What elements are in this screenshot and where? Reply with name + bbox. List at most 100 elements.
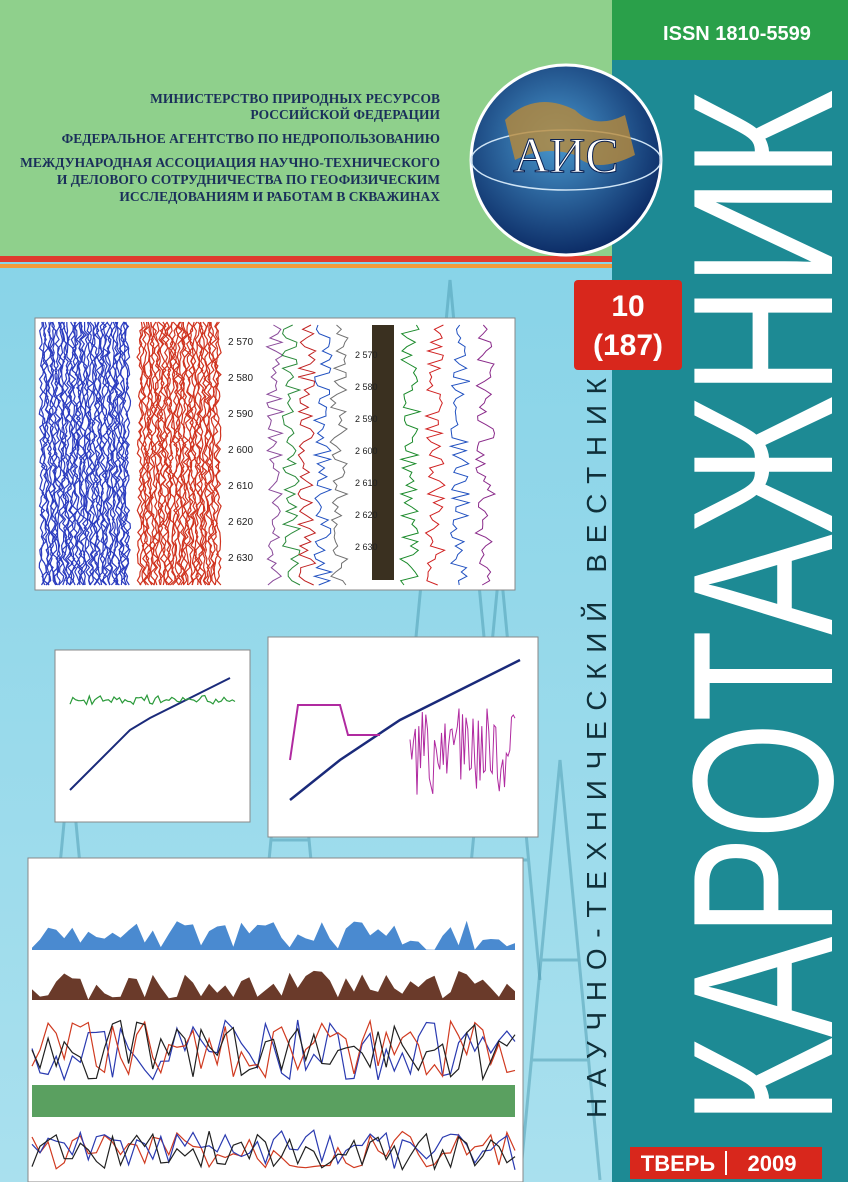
organizations: МИНИСТЕРСТВО ПРИРОДНЫХ РЕСУРСОВ РОССИЙСК…: [20, 91, 440, 204]
chart-curve: [289, 704, 380, 761]
seismic-trace: [77, 321, 86, 586]
profile-area: [32, 970, 515, 1000]
profile-curve: [31, 1018, 516, 1079]
magazine-title: КАРОТАЖНИК: [652, 90, 848, 1125]
seismic-trace: [47, 321, 55, 586]
depth-label: 2 600: [228, 445, 253, 456]
tower: [518, 759, 602, 1181]
profile-panel: [27, 857, 524, 1182]
seismic-trace: [75, 321, 84, 586]
depth-label: 2 610: [228, 481, 253, 492]
seismic-trace: [212, 321, 220, 586]
seismic-trace: [166, 321, 174, 586]
issue-total: (187): [593, 329, 663, 362]
org-line: МЕЖДУНАРОДНАЯ АССОЦИАЦИЯ НАУЧНО-ТЕХНИЧЕС…: [20, 155, 440, 170]
log-curve: [448, 324, 471, 586]
seismic-trace: [115, 321, 123, 586]
seismic-trace: [93, 321, 101, 586]
seismic-trace: [205, 321, 213, 586]
seismic-trace: [191, 321, 199, 586]
seismic-trace: [143, 321, 151, 586]
chart-curve: [289, 658, 521, 801]
depth-label: 2 610: [355, 478, 378, 488]
seismic-trace: [164, 321, 172, 586]
footer-city: ТВЕРЬ: [641, 1151, 716, 1176]
profile-curve: [31, 1019, 516, 1082]
depth-label: 2 620: [228, 517, 253, 528]
profile-curve: [31, 1129, 516, 1170]
depth-label: 2 620: [355, 510, 378, 520]
seismic-trace: [182, 322, 190, 586]
seismic-trace: [157, 321, 165, 586]
log-curve: [312, 324, 334, 586]
log-curve: [424, 324, 446, 586]
orange-stripe: [0, 264, 612, 268]
seismic-trace: [180, 321, 188, 586]
org-line: РОССИЙСКОЙ ФЕДЕРАЦИИ: [250, 107, 440, 122]
issue-box: [574, 280, 682, 370]
depth-label: 2 630: [355, 542, 378, 552]
figures: 2 570 2 580 2 590 2 600 2 610 2 620 2 630 2 570…: [27, 317, 539, 1182]
seismic-trace: [111, 322, 119, 586]
org-line: ИССЛЕДОВАНИЯМ И РАБОТАМ В СКВАЖИНАХ: [119, 189, 440, 204]
core-column: [372, 325, 394, 580]
depth-label: 2 570: [355, 350, 378, 360]
issue-number: 10: [611, 290, 644, 323]
seismic-trace: [102, 321, 110, 586]
seismic-trace: [198, 321, 206, 586]
depth-label: 2 580: [355, 382, 378, 392]
depth-label: 2 630: [228, 553, 253, 564]
red-stripe: [0, 256, 612, 262]
seismic-trace: [138, 321, 146, 586]
seismic-trace: [44, 321, 53, 586]
chart-curve: [69, 677, 231, 791]
seismic-trace: [60, 321, 68, 586]
logo-text: АИС: [513, 127, 619, 183]
log-curve: [474, 324, 497, 586]
depth-label: 2 600: [355, 446, 378, 456]
log-curve: [281, 324, 302, 586]
seismic-trace: [141, 321, 149, 586]
log-curve: [296, 324, 317, 586]
profile-curve: [31, 1131, 516, 1172]
chart-curve: [409, 708, 516, 795]
issn: ISSN 1810-5599: [663, 23, 811, 45]
seismic-trace: [121, 321, 130, 586]
footer-year: 2009: [748, 1151, 797, 1176]
seismic-trace: [207, 321, 215, 586]
log-curve: [265, 324, 285, 586]
seismic-trace: [99, 321, 108, 586]
profile-curve: [31, 1019, 516, 1082]
seismic-trace: [124, 321, 132, 586]
chart-panel: [54, 649, 251, 823]
seismic-trace: [214, 321, 222, 586]
seismic-trace: [64, 321, 73, 586]
org-line: МИНИСТЕРСТВО ПРИРОДНЫХ РЕСУРСОВ: [150, 91, 440, 106]
seismic-trace: [202, 321, 211, 586]
profile-area: [32, 920, 515, 950]
depth-label: 2 590: [355, 414, 378, 424]
seismic-trace: [84, 321, 92, 586]
depth-label: 2 580: [228, 373, 253, 384]
chart-curve: [69, 693, 236, 706]
depth-label: 2 570: [228, 337, 253, 348]
issn-band: [612, 0, 848, 60]
seismic-trace: [104, 321, 112, 586]
seismic-trace: [97, 321, 105, 586]
seismic-trace: [71, 321, 79, 586]
log-curve: [398, 324, 422, 586]
logo-land: [505, 102, 635, 165]
log-curve: [329, 324, 349, 586]
seismic-trace: [119, 321, 127, 586]
chart-panel: [267, 636, 539, 838]
seismic-trace: [42, 321, 50, 586]
seismic-trace: [106, 321, 114, 586]
seismic-trace: [136, 321, 144, 586]
seismic-trace: [82, 322, 90, 586]
seismic-trace: [88, 321, 97, 586]
lithology-band: [32, 1085, 515, 1117]
seismic-trace: [117, 321, 125, 586]
org-line: ФЕДЕРАЛЬНОЕ АГЕНТСТВО ПО НЕДРОПОЛЬЗОВАНИ…: [62, 131, 440, 146]
